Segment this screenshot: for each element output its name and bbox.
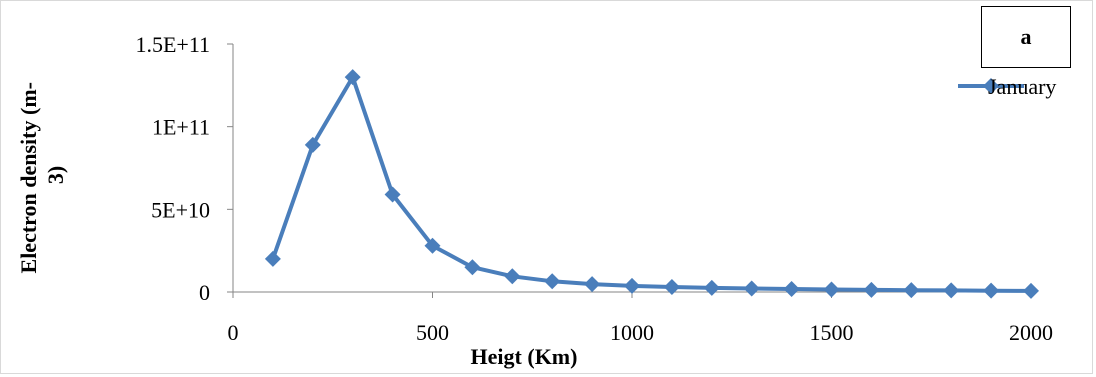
data-point [344,69,361,86]
y-axis-title-line-1: Electron density (m- [16,82,41,273]
data-point [544,273,561,290]
legend-label: January [988,74,1056,99]
x-tick-label: 0 [228,320,239,345]
legend-marker [983,78,999,94]
y-axis-title-line-2: 3) [43,166,68,184]
data-point [823,281,840,298]
data-point [264,250,281,267]
x-tick-label: 1000 [610,320,654,345]
series-january [264,69,1039,299]
x-tick-label: 1500 [810,320,854,345]
panel-label: a [981,6,1071,68]
series-line [271,75,1032,293]
y-tick-label: 1.5E+11 [135,32,210,57]
y-tick-label: 0 [199,280,210,305]
data-point [903,282,920,299]
data-point [863,281,880,298]
x-tick-label: 2000 [1009,320,1053,345]
y-axis: 0 5E+10 1E+11 1.5E+11 [135,32,234,305]
data-point [504,268,521,285]
data-point [1023,282,1039,299]
data-point [384,186,401,203]
data-point [663,279,680,296]
y-tick-label: 5E+10 [151,197,210,222]
data-point [584,276,601,293]
data-point [983,282,1000,299]
data-point [783,281,800,298]
data-point [464,259,481,276]
x-axis: 0 500 1000 1500 2000 [228,291,1053,345]
y-tick-label: 1E+11 [152,115,210,140]
x-axis-title: Heigt (Km) [471,344,578,369]
data-point [304,136,321,153]
data-point [743,280,760,297]
x-tick-label: 500 [416,320,449,345]
data-point [624,277,640,294]
data-point [424,237,441,254]
data-point [703,279,720,296]
y-axis-title: Electron density (m- 3) [16,77,68,274]
legend: January [958,74,1056,99]
data-point [943,282,960,299]
